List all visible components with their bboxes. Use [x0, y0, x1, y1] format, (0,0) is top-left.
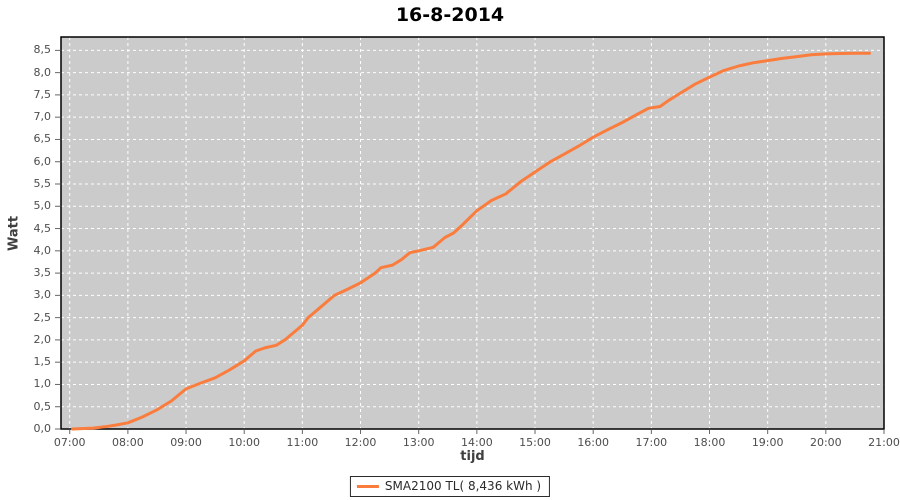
y-tick-label: 5,0 [33, 199, 52, 213]
y-tick-label: 6,0 [33, 154, 52, 168]
y-tick-label: 4,0 [33, 243, 52, 257]
y-tick-label: 3,0 [33, 288, 52, 302]
y-tick-label: 0,5 [33, 399, 52, 413]
y-tick-label: 8,5 [33, 43, 52, 57]
x-tick-label: 16:00 [577, 436, 610, 449]
y-tick-label: 2,5 [33, 310, 52, 324]
x-tick-label: 08:00 [112, 436, 144, 449]
y-tick-label: 4,5 [33, 221, 52, 235]
legend-label: SMA2100 TL( 8,436 kWh ) [384, 479, 542, 493]
y-tick-label: 2,0 [33, 332, 52, 346]
series-line [71, 51, 871, 431]
x-tick-label: 12:00 [344, 436, 377, 449]
plot-border [60, 36, 885, 430]
x-tick-label: 17:00 [635, 436, 668, 449]
x-tick-label: 10:00 [228, 436, 261, 449]
x-tick-label: 18:00 [693, 436, 726, 449]
chart-title: 16-8-2014 [395, 4, 505, 26]
legend: SMA2100 TL( 8,436 kWh ) [349, 476, 551, 497]
plot-background [61, 37, 884, 429]
x-tick-label: 09:00 [170, 436, 202, 449]
y-tick-label: 7,5 [33, 87, 52, 101]
y-axis-label: Watt [6, 215, 22, 252]
x-tick-label: 21:00 [868, 436, 900, 449]
legend-line-swatch [356, 484, 379, 488]
x-axis-label: tijd [460, 449, 485, 464]
y-tick-label: 7,0 [33, 110, 52, 124]
y-tick-label: 5,5 [33, 177, 52, 190]
y-tick-label: 8,0 [33, 65, 52, 79]
y-tick-label: 1,5 [33, 355, 52, 369]
x-tick-label: 15:00 [519, 436, 551, 449]
x-tick-label: 11:00 [286, 436, 319, 449]
y-tick-label: 6,5 [33, 132, 52, 146]
y-tick-label: 1,0 [33, 377, 52, 391]
y-tick-label: 0,0 [33, 422, 52, 435]
x-tick-label: 07:00 [53, 436, 86, 449]
x-tick-label: 13:00 [402, 436, 435, 449]
x-tick-label: 19:00 [751, 436, 784, 449]
x-tick-label: 14:00 [461, 436, 493, 449]
y-tick-label: 3,5 [33, 266, 52, 280]
x-tick-label: 20:00 [809, 436, 842, 449]
